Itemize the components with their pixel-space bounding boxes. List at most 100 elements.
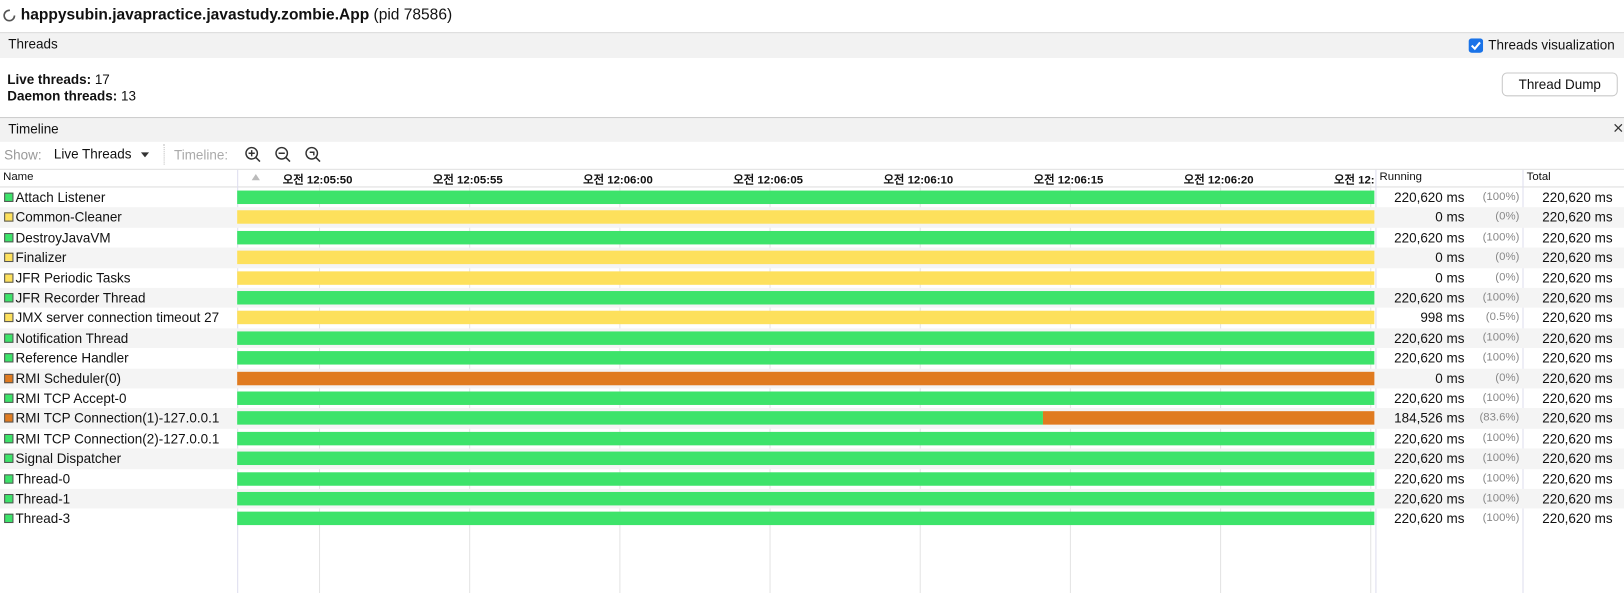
running-time: 0 ms: [1435, 370, 1465, 386]
thread-name: Thread-3: [15, 511, 71, 527]
running-time: 220,620 ms: [1394, 490, 1465, 507]
state-bar: [237, 311, 1375, 325]
total-header: Total: [1526, 170, 1551, 184]
state-icon: [4, 252, 14, 263]
running-time: 0 ms: [1435, 209, 1465, 226]
time-label: 오전 12:06:20: [1183, 173, 1254, 187]
threads-title: Threads: [8, 36, 58, 52]
thread-table: Name Running Total 오전 12:05:50 오전 12:05:55 오전…: [0, 168, 1624, 593]
timeline-title: Timeline: [8, 121, 59, 137]
total-time: 220,620 ms: [1542, 511, 1613, 527]
time-grid-line: [919, 184, 921, 593]
total-time: 220,620 ms: [1542, 490, 1613, 507]
total-time: 220,620 ms: [1542, 289, 1613, 306]
time-grid-line: [1370, 184, 1372, 593]
show-value: Live Threads: [53, 146, 132, 162]
running-time: 0 ms: [1435, 249, 1465, 266]
state-icon: [4, 393, 14, 403]
running-percent: (0%): [1495, 210, 1520, 224]
running-percent: (100%): [1482, 491, 1520, 505]
total-time: 220,620 ms: [1542, 450, 1613, 467]
daemon-threads: Daemon threads: 13: [7, 88, 136, 104]
thread-name: RMI TCP Accept-0: [15, 390, 127, 406]
state-icon: [4, 273, 14, 283]
running-percent: (83.6%): [1479, 411, 1520, 425]
running-percent: (100%): [1482, 291, 1520, 304]
thread-dump-button[interactable]: Thread Dump: [1501, 72, 1618, 97]
state-icon: [4, 232, 14, 243]
state-icon: [4, 373, 14, 383]
close-button[interactable]: [1614, 123, 1624, 133]
state-bar: [237, 411, 1044, 426]
total-time: 220,620 ms: [1542, 310, 1613, 326]
total-time: 220,620 ms: [1542, 390, 1613, 406]
zoom-buttons[interactable]: [242, 145, 329, 164]
running-time: 220,620 ms: [1394, 330, 1465, 346]
state-bar: [237, 471, 1375, 486]
state-bar: [237, 391, 1375, 405]
thread-name: Signal Dispatcher: [15, 450, 122, 467]
thread-name: RMI TCP Connection(2)-127.0.0.1: [15, 430, 220, 447]
state-icon: [4, 473, 14, 484]
running-percent: (100%): [1482, 471, 1520, 485]
state-icon: [4, 514, 14, 524]
thread-name: RMI Scheduler(0): [15, 370, 122, 386]
running-percent: (0%): [1495, 270, 1520, 284]
sort-arrow: [251, 173, 260, 181]
time-label: 오전 12:06:15: [1033, 173, 1104, 187]
running-time: 0 ms: [1435, 269, 1465, 286]
state-icon: [4, 212, 14, 223]
state-bar: [237, 431, 1375, 446]
live-threads: Live threads: 17: [7, 71, 110, 87]
state-icon: [4, 453, 14, 464]
state-bar: [237, 291, 1375, 305]
running-time: 220,620 ms: [1394, 470, 1465, 487]
running-percent: (100%): [1482, 190, 1520, 203]
thread-name: Thread-1: [15, 490, 71, 507]
state-bar: [237, 491, 1375, 506]
total-time: 220,620 ms: [1542, 229, 1613, 246]
time-grid-line: [769, 184, 771, 593]
state-icon: [4, 433, 14, 444]
running-header: Running: [1379, 170, 1422, 184]
total-time: 220,620 ms: [1542, 410, 1613, 427]
thread-name: DestroyJavaVM: [15, 229, 111, 246]
running-percent: (100%): [1482, 451, 1520, 465]
state-bar: [237, 451, 1375, 466]
dropdown-arrow: [140, 152, 150, 158]
state-icon: [4, 494, 14, 504]
running-percent: (0%): [1495, 371, 1520, 384]
running-time: 220,620 ms: [1394, 189, 1465, 206]
thread-name: JFR Recorder Thread: [15, 289, 146, 306]
running-time: 220,620 ms: [1394, 350, 1465, 366]
thread-name: Attach Listener: [15, 189, 106, 206]
pid: (pid 78586): [373, 6, 453, 24]
state-bar: [237, 331, 1375, 345]
state-icon: [4, 293, 14, 303]
running-time: 998 ms: [1420, 310, 1465, 326]
show-dropdown[interactable]: Live Threads: [48, 143, 162, 166]
time-grid-line: [1069, 184, 1071, 593]
state-icon: [4, 413, 14, 423]
running-time: 220,620 ms: [1394, 390, 1465, 406]
time-label: 오전 12:06:00: [583, 173, 653, 187]
visualization-label[interactable]: Threads visualization: [1488, 37, 1615, 53]
name-header: Name: [3, 170, 34, 184]
window-title: happysubin.javapractice.javastudy.zombie…: [21, 6, 452, 24]
state-bar: [237, 230, 1375, 245]
show-label: Show:: [4, 147, 42, 163]
running-percent: (100%): [1482, 431, 1520, 445]
total-time: 220,620 ms: [1542, 430, 1613, 447]
checkbox[interactable]: [1468, 38, 1484, 53]
state-icon: [4, 313, 14, 323]
live-label: Live threads:: [7, 71, 92, 87]
app-name: happysubin.javapractice.javastudy.zombie…: [20, 6, 370, 24]
state-bar: [237, 210, 1375, 225]
threads-header: [0, 32, 1624, 58]
running-percent: (0%): [1495, 250, 1520, 264]
thread-name: Thread-0: [15, 470, 71, 487]
separator: [163, 143, 165, 165]
running-percent: (100%): [1482, 391, 1520, 404]
timeline-label: Timeline:: [173, 147, 229, 163]
